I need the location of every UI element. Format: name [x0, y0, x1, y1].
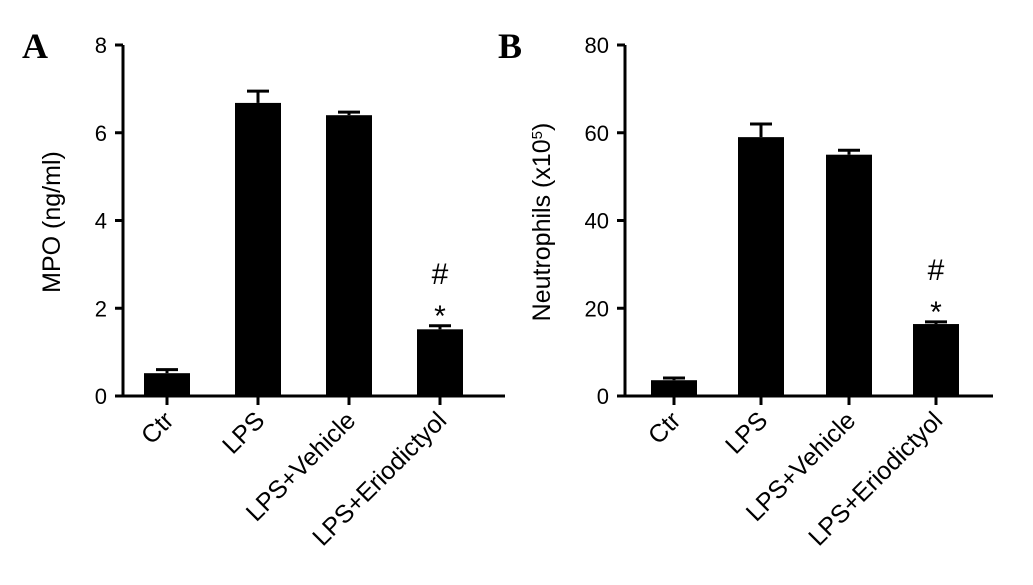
- y-tick-label: 6: [95, 121, 107, 146]
- x-tick-label: LPS: [720, 406, 773, 459]
- y-tick-label: 4: [95, 209, 107, 234]
- asterisk-annotation: *: [434, 300, 446, 333]
- x-tick-label: LPS: [217, 406, 270, 459]
- hash-annotation: #: [928, 254, 945, 287]
- bar: [235, 102, 281, 396]
- hash-annotation: #: [432, 258, 449, 291]
- bar: [417, 329, 463, 396]
- y-tick-label: 60: [585, 121, 609, 146]
- bar: [826, 154, 872, 396]
- panel-letter: B: [498, 26, 522, 66]
- y-axis-label-suffix: ): [528, 123, 556, 131]
- bar: [144, 373, 190, 396]
- y-axis-label: Neutrophils (x105): [528, 123, 556, 322]
- bar: [651, 380, 697, 396]
- asterisk-annotation: *: [930, 296, 942, 329]
- bar: [326, 115, 372, 396]
- y-tick-label: 8: [95, 33, 107, 58]
- x-tick-label: Ctr: [136, 406, 179, 449]
- y-tick-label: 0: [597, 384, 609, 409]
- y-axis-label: MPO (ng/ml): [38, 151, 66, 293]
- y-tick-label: 0: [95, 384, 107, 409]
- y-tick-label: 40: [585, 209, 609, 234]
- y-tick-label: 2: [95, 296, 107, 321]
- x-tick-label: Ctr: [643, 406, 686, 449]
- y-tick-label: 20: [585, 296, 609, 321]
- bar: [913, 324, 959, 396]
- y-axis-label-superscript: 5: [529, 131, 546, 139]
- y-tick-label: 80: [585, 33, 609, 58]
- panel-letter: A: [22, 26, 48, 66]
- bar: [738, 137, 784, 396]
